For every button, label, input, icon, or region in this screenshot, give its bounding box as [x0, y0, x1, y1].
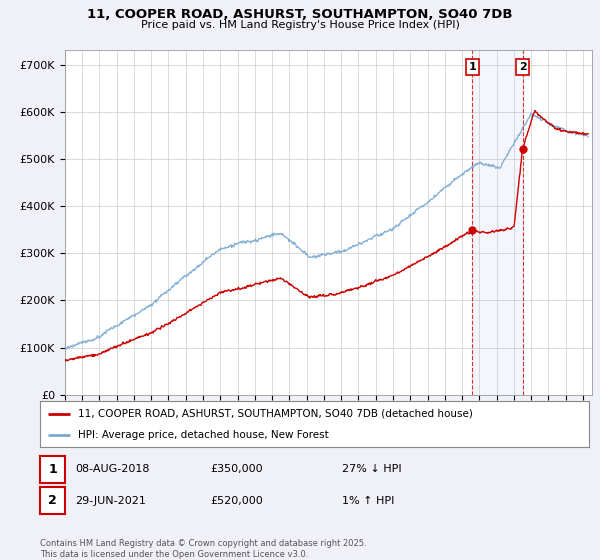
- Text: HPI: Average price, detached house, New Forest: HPI: Average price, detached house, New …: [77, 431, 328, 440]
- Text: Price paid vs. HM Land Registry's House Price Index (HPI): Price paid vs. HM Land Registry's House …: [140, 20, 460, 30]
- Text: 1: 1: [49, 463, 57, 476]
- Text: £350,000: £350,000: [210, 464, 263, 474]
- Text: 11, COOPER ROAD, ASHURST, SOUTHAMPTON, SO40 7DB: 11, COOPER ROAD, ASHURST, SOUTHAMPTON, S…: [87, 8, 513, 21]
- Text: £520,000: £520,000: [210, 496, 263, 506]
- Text: 1: 1: [469, 62, 476, 72]
- Text: 29-JUN-2021: 29-JUN-2021: [75, 496, 146, 506]
- Text: 08-AUG-2018: 08-AUG-2018: [75, 464, 149, 474]
- Text: Contains HM Land Registry data © Crown copyright and database right 2025.
This d: Contains HM Land Registry data © Crown c…: [40, 539, 367, 559]
- Bar: [472, 50, 523, 395]
- Text: 11, COOPER ROAD, ASHURST, SOUTHAMPTON, SO40 7DB (detached house): 11, COOPER ROAD, ASHURST, SOUTHAMPTON, S…: [77, 409, 472, 419]
- Text: 2: 2: [49, 494, 57, 507]
- Text: 1% ↑ HPI: 1% ↑ HPI: [342, 496, 394, 506]
- Text: 27% ↓ HPI: 27% ↓ HPI: [342, 464, 401, 474]
- Text: 2: 2: [518, 62, 526, 72]
